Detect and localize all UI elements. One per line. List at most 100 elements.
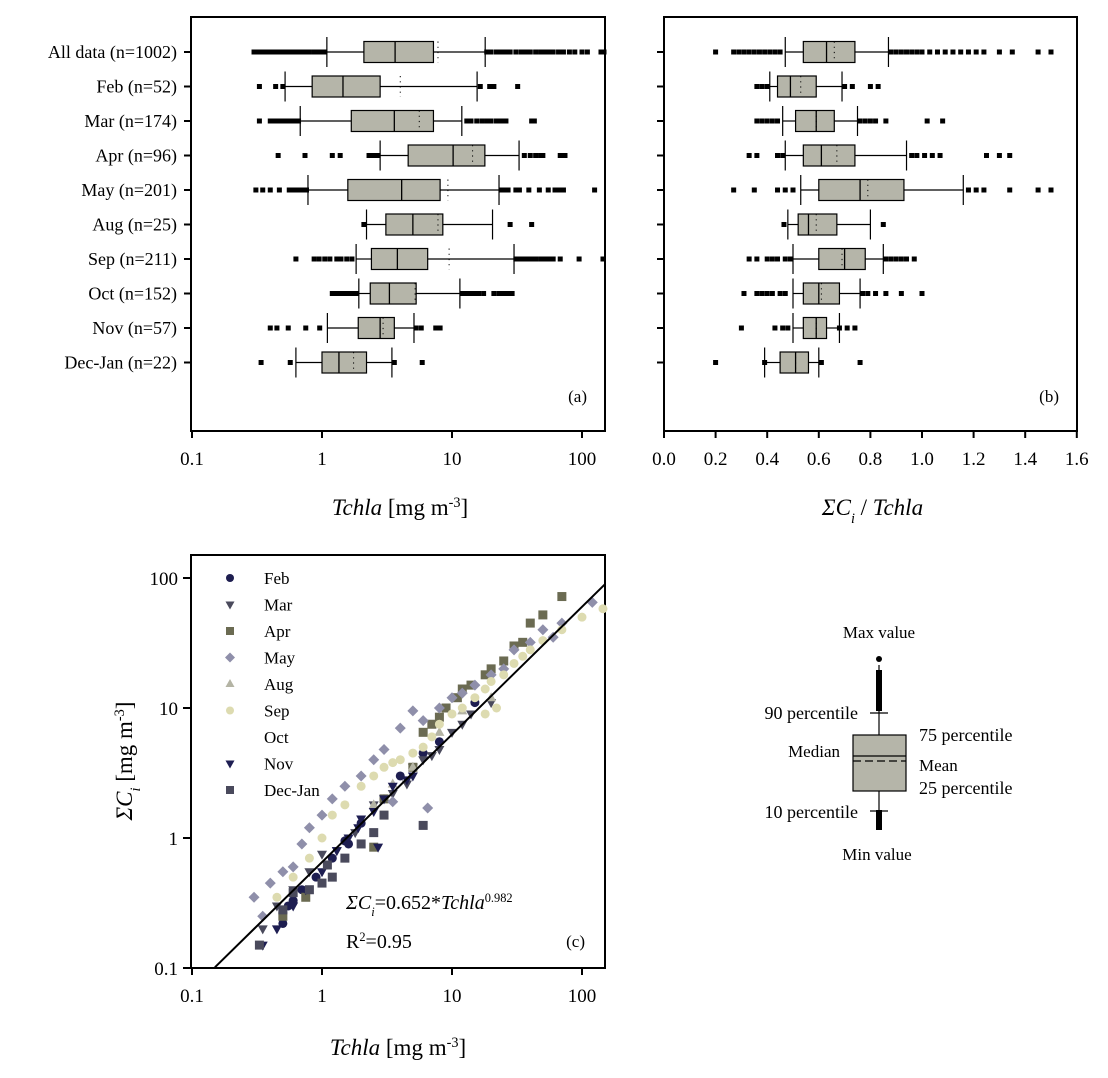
outlier-point xyxy=(790,187,796,193)
box-row: Dec-Jan (n=22) xyxy=(64,347,425,378)
outlier-point xyxy=(849,84,855,89)
data-point xyxy=(537,624,549,636)
outlier-point xyxy=(317,325,323,331)
outlier-point xyxy=(501,291,507,296)
outlier-point xyxy=(322,49,328,55)
outlier-point xyxy=(542,49,548,55)
outlier-point xyxy=(271,49,277,55)
outlier-point xyxy=(515,84,521,89)
data-point xyxy=(456,687,468,699)
x-tick-label: 0.0 xyxy=(652,449,676,470)
outlier-point xyxy=(883,256,889,262)
outlier-point xyxy=(516,256,522,262)
data-point xyxy=(480,709,490,719)
outlier-point xyxy=(361,222,367,227)
outlier-point xyxy=(533,49,539,55)
outlier-point xyxy=(780,325,786,331)
outlier-point xyxy=(275,118,281,124)
outlier-point xyxy=(476,291,482,296)
outlier-point xyxy=(521,153,527,158)
outlier-point xyxy=(505,187,511,193)
outlier-point xyxy=(366,153,372,158)
box-row: Mar (n=174) xyxy=(84,106,537,136)
x-tick-label: 1 xyxy=(317,449,327,470)
iqr-box xyxy=(818,178,905,202)
outlier-point xyxy=(950,49,956,55)
median-label: Median xyxy=(788,742,840,761)
data-point xyxy=(387,796,399,808)
outlier-point xyxy=(479,118,485,124)
outlier-point xyxy=(738,325,744,331)
data-point xyxy=(369,771,379,781)
max-point xyxy=(876,656,882,662)
data-point xyxy=(317,868,327,878)
data-point xyxy=(343,834,354,844)
iqr-box xyxy=(385,213,444,236)
outlier-point xyxy=(468,118,474,124)
box-row xyxy=(657,347,863,378)
legend-label: Aug xyxy=(264,675,294,694)
box-row: May (n=201) xyxy=(81,175,598,205)
data-point xyxy=(407,761,418,771)
outlier-point xyxy=(873,118,879,124)
outlier-point xyxy=(336,291,342,296)
outlier-point xyxy=(286,187,292,193)
outlier-point xyxy=(290,187,296,193)
outlier-point xyxy=(322,256,328,262)
mean-label: Mean xyxy=(919,756,958,775)
outlier-point xyxy=(284,118,290,124)
fit-equation: ΣCi=0.652*Tchla0.982 xyxy=(345,891,513,919)
outlier-point xyxy=(472,291,478,296)
outlier-point xyxy=(503,118,509,124)
outlier-point xyxy=(898,49,904,55)
outlier-point xyxy=(274,325,280,331)
outlier-point xyxy=(1048,49,1054,55)
box-row xyxy=(657,175,1054,205)
outlier-point xyxy=(973,187,979,193)
outlier-point xyxy=(572,49,578,55)
outlier-point xyxy=(883,291,889,296)
outlier-point xyxy=(311,256,317,262)
outlier-point xyxy=(876,810,882,815)
data-point xyxy=(316,809,328,821)
data-point xyxy=(598,604,608,614)
data-point xyxy=(418,727,428,737)
data-point xyxy=(427,719,437,729)
data-point xyxy=(296,838,308,850)
outlier-point xyxy=(973,49,979,55)
outlier-point xyxy=(876,819,882,824)
outlier-point xyxy=(531,118,537,124)
panel-label: (c) xyxy=(566,932,585,951)
iqr-box xyxy=(802,40,856,64)
data-point xyxy=(327,853,337,863)
legend-marker xyxy=(225,601,235,610)
data-point xyxy=(355,770,367,782)
data-point xyxy=(418,820,428,830)
data-point xyxy=(395,771,405,781)
iqr-box xyxy=(370,247,429,271)
outlier-point xyxy=(1009,49,1015,55)
data-point xyxy=(322,860,332,870)
box-row: Apr (n=96) xyxy=(95,140,568,171)
outlier-point xyxy=(288,49,294,55)
legend-marker xyxy=(226,706,234,715)
outlier-point xyxy=(347,291,353,296)
x-tick-label: 1.4 xyxy=(1013,449,1037,470)
outlier-point xyxy=(273,84,279,89)
outlier-point xyxy=(505,291,511,296)
outlier-point xyxy=(762,49,768,55)
outlier-point xyxy=(880,222,886,227)
outlier-point xyxy=(302,49,308,55)
outlier-point xyxy=(1007,153,1013,158)
outlier-point xyxy=(754,256,760,262)
outlier-point xyxy=(898,256,904,262)
x-tick-label: 100 xyxy=(568,986,597,1007)
outlier-point xyxy=(294,187,300,193)
outlier-point xyxy=(550,256,556,262)
outlier-point xyxy=(782,291,788,296)
iqr-box xyxy=(776,75,817,98)
y-axis-label: ΣCi [mg m-3] xyxy=(112,702,144,822)
outlier-point xyxy=(488,118,494,124)
outlier-point xyxy=(253,187,259,193)
iqr-box xyxy=(779,351,810,374)
